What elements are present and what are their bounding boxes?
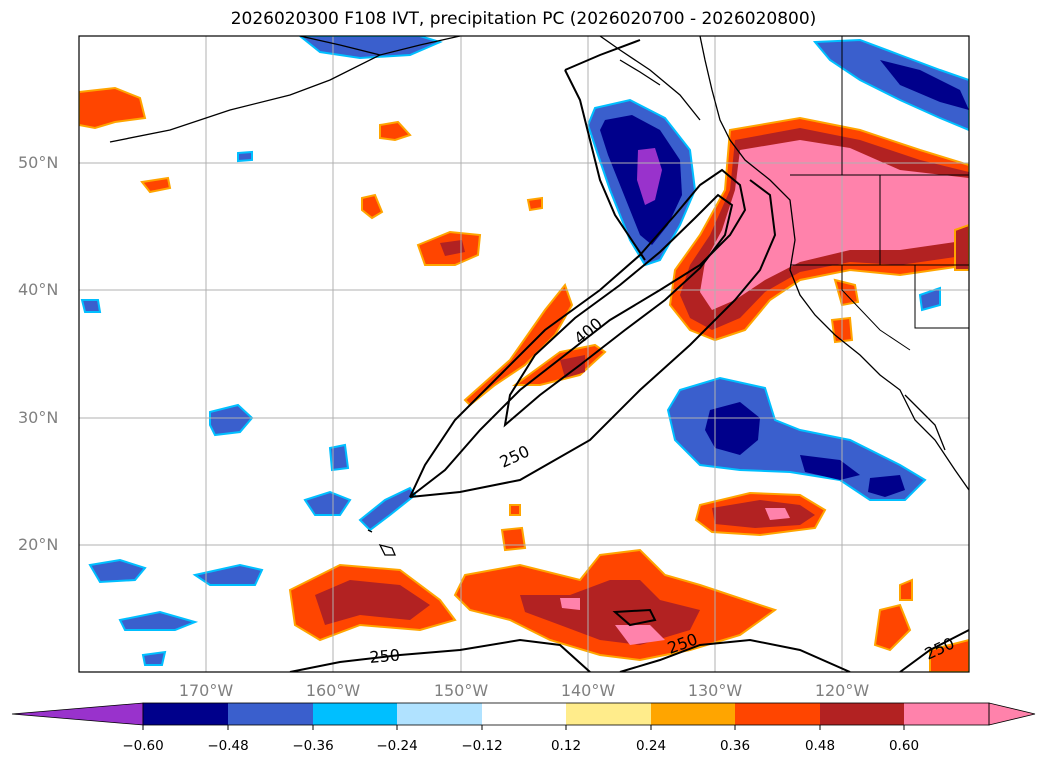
precip-anomaly-ar-streak <box>463 282 607 407</box>
precip-anomaly-south-band <box>288 548 778 662</box>
state-borders <box>790 36 969 351</box>
lon-label-140w: 140°W <box>560 681 616 700</box>
precip-anomaly-subtropical-negative <box>666 376 927 501</box>
precip-anomaly-subtropical-positive <box>694 491 827 537</box>
lon-label-120w: 120°W <box>814 681 870 700</box>
lat-label-40n: 40°N <box>18 280 59 299</box>
colorbar-tick-label: −0.48 <box>207 738 249 754</box>
map-frame <box>78 35 970 673</box>
colorbar-tick-label: −0.24 <box>376 738 418 754</box>
map-plot-area <box>79 36 969 672</box>
colorbar-tick-label: −0.60 <box>122 738 164 754</box>
colorbar-tick-label: 0.12 <box>550 738 582 754</box>
lon-label-150w: 150°W <box>433 681 489 700</box>
map-gridlines <box>79 36 969 672</box>
colorbar-tick-label: 0.60 <box>888 738 920 754</box>
precip-anomaly-northwest <box>668 116 969 342</box>
map-title: 2026020300 F108 IVT, precipitation PC (2… <box>230 9 817 29</box>
lat-label-50n: 50°N <box>18 153 59 172</box>
lat-label-30n: 30°N <box>18 408 59 427</box>
colorbar-tick-label: −0.36 <box>292 738 334 754</box>
lon-label-130w: 130°W <box>687 681 743 700</box>
coastlines <box>109 36 969 556</box>
colorbar <box>11 702 1036 730</box>
colorbar-tick-label: 0.24 <box>635 738 667 754</box>
lon-label-160w: 160°W <box>305 681 361 700</box>
colorbar-tick-label: −0.12 <box>461 738 503 754</box>
colorbar-tick-label: 0.48 <box>804 738 836 754</box>
ivt-contours <box>289 39 969 672</box>
precip-anomaly-small-features <box>79 36 969 672</box>
lat-label-20n: 20°N <box>18 535 59 554</box>
colorbar-tick-label: 0.36 <box>719 738 751 754</box>
lon-label-170w: 170°W <box>178 681 234 700</box>
contour-label: 250 <box>369 645 401 667</box>
